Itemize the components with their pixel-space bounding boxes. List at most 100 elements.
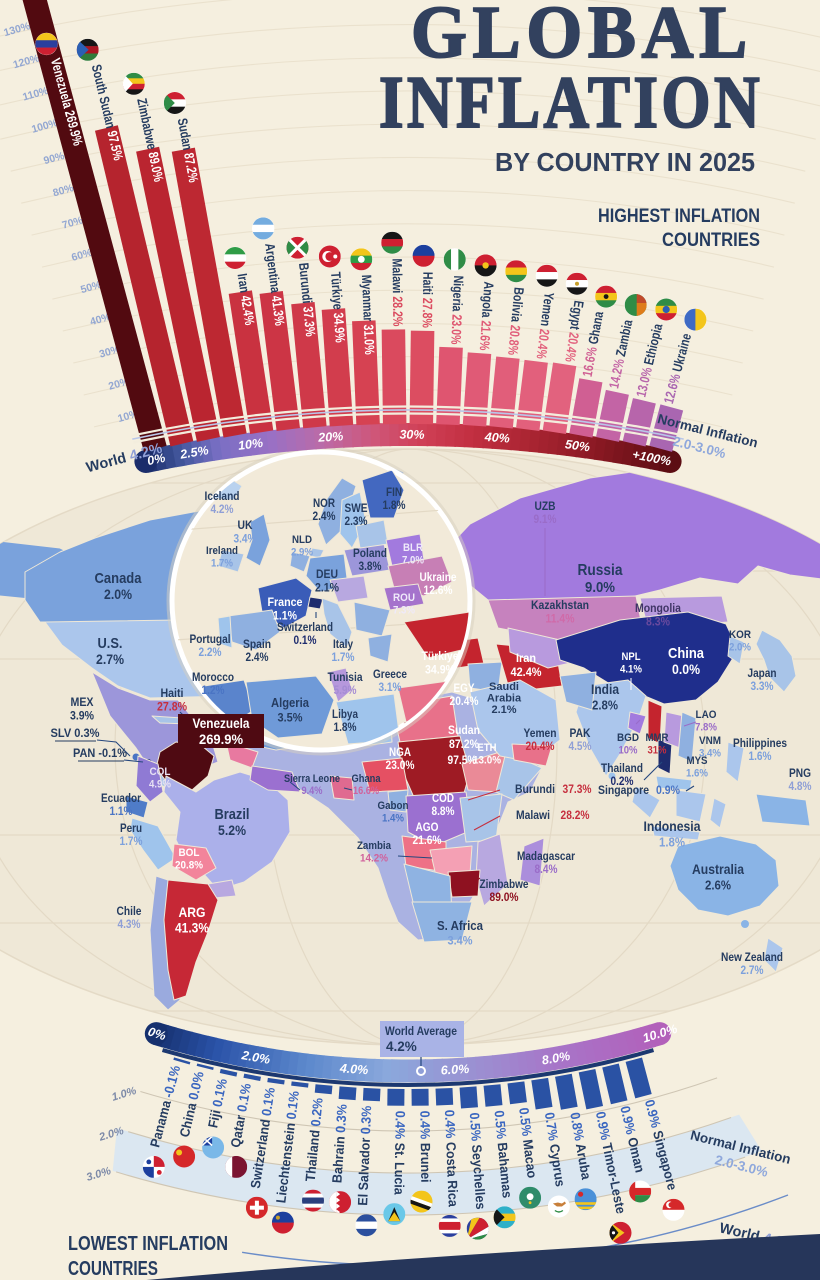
svg-text:8.0%: 8.0%: [541, 1049, 571, 1068]
svg-text:40%: 40%: [89, 311, 113, 329]
svg-text:50%: 50%: [79, 279, 103, 297]
svg-text:97.5%: 97.5%: [448, 755, 477, 767]
svg-text:GLOBAL: GLOBAL: [411, 0, 753, 74]
svg-text:INFLATION: INFLATION: [379, 62, 763, 144]
svg-text:Nigeria 23.0%: Nigeria 23.0%: [448, 275, 466, 345]
svg-text:0.5% Seychelles: 0.5% Seychelles: [467, 1112, 489, 1210]
svg-text:El Salvador 0.3%: El Salvador 0.3%: [355, 1105, 374, 1206]
svg-text:0.4% St. Lucia: 0.4% St. Lucia: [392, 1111, 408, 1196]
svg-text:90%: 90%: [42, 150, 66, 168]
svg-text:0.9%: 0.9%: [656, 785, 680, 797]
svg-text:0.4% Costa Rica: 0.4% Costa Rica: [442, 1110, 461, 1208]
svg-text:Iran 42.4%: Iran 42.4%: [235, 272, 258, 326]
svg-text:Myanmar 31.0%: Myanmar 31.0%: [359, 274, 377, 355]
svg-text:SLV 0.3%: SLV 0.3%: [51, 728, 100, 740]
svg-text:Türkiye 34.9%: Türkiye 34.9%: [328, 271, 348, 343]
svg-text:Malawi: Malawi: [516, 810, 550, 822]
svg-text:Malawi 28.2%: Malawi 28.2%: [389, 258, 405, 326]
svg-text:2.5%: 2.5%: [178, 443, 209, 462]
svg-text:0.7% Cyprus: 0.7% Cyprus: [542, 1111, 568, 1187]
svg-text:BY COUNTRY IN 2025: BY COUNTRY IN 2025: [495, 147, 755, 177]
svg-text:50%: 50%: [564, 437, 591, 454]
svg-text:Bolivia 20.8%: Bolivia 20.8%: [505, 287, 526, 356]
svg-text:Yemen 20.4%: Yemen 20.4%: [534, 291, 557, 359]
svg-text:Bahrain 0.3%: Bahrain 0.3%: [329, 1104, 349, 1184]
svg-text:U.S.2.7%: U.S. 2.7%: [96, 636, 124, 667]
svg-text:0.5% Macao: 0.5% Macao: [516, 1107, 540, 1179]
svg-text:16.6% Ghana: 16.6% Ghana: [580, 310, 607, 378]
svg-text:World Average: World Average: [385, 1024, 457, 1038]
svg-text:70%: 70%: [61, 214, 85, 232]
svg-text:Argentina 41.3%: Argentina 41.3%: [262, 242, 287, 326]
svg-text:2.0%: 2.0%: [240, 1048, 271, 1067]
svg-text:COUNTRIES: COUNTRIES: [662, 230, 760, 251]
svg-text:LOWEST INFLATION: LOWEST INFLATION: [68, 1232, 228, 1255]
svg-text:Egypt 20.4%: Egypt 20.4%: [562, 300, 586, 364]
svg-text:4.2%: 4.2%: [386, 1039, 417, 1054]
svg-text:Venezuela: Venezuela: [193, 716, 250, 731]
svg-text:0.5% Bahamas: 0.5% Bahamas: [492, 1110, 515, 1199]
svg-text:37.3%: 37.3%: [563, 784, 592, 796]
svg-text:0.8% Aruba: 0.8% Aruba: [567, 1111, 594, 1181]
svg-text:PAN -0.1%: PAN -0.1%: [73, 748, 127, 760]
svg-text:6.0%: 6.0%: [440, 1062, 469, 1077]
svg-text:Angola 21.6%: Angola 21.6%: [477, 281, 497, 351]
svg-text:Thailand 0.2%: Thailand 0.2%: [303, 1097, 326, 1182]
svg-text:Fiji 0.1%: Fiji 0.1%: [205, 1077, 230, 1129]
svg-text:0.4% Brunei: 0.4% Brunei: [417, 1111, 433, 1183]
svg-text:10%: 10%: [237, 436, 264, 453]
svg-text:Haiti 27.8%: Haiti 27.8%: [420, 272, 436, 328]
svg-text:Sudan 87.2%: Sudan 87.2%: [175, 117, 201, 184]
svg-text:28.2%: 28.2%: [561, 810, 590, 822]
svg-text:Burundi 37.3%: Burundi 37.3%: [296, 262, 318, 337]
